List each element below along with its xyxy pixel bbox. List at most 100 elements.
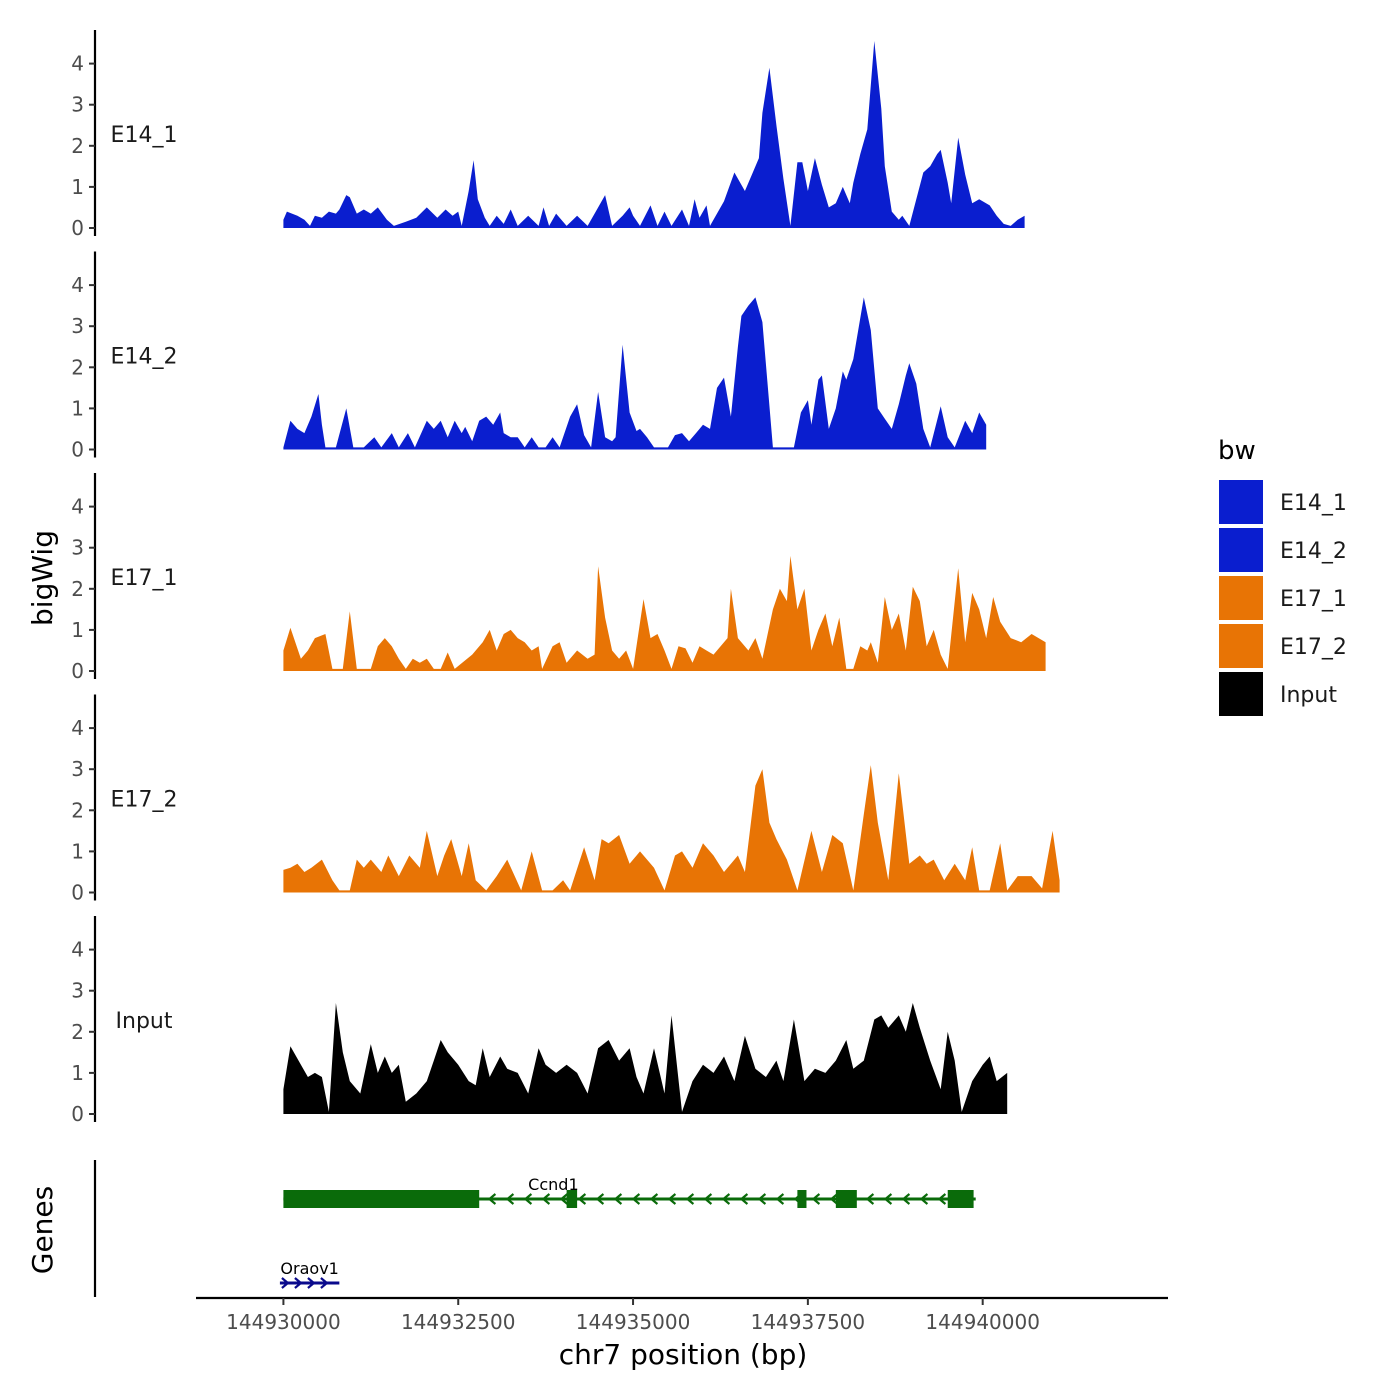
strand-chevron <box>685 1193 695 1205</box>
strand-chevron <box>613 1193 623 1205</box>
strand-chevron <box>811 1193 821 1205</box>
y-tick-label: 0 <box>71 216 84 240</box>
track-label: E14_2 <box>111 345 178 370</box>
legend-key <box>1219 576 1263 620</box>
x-tick-label: 144930000 <box>226 1310 341 1334</box>
strand-chevron <box>595 1193 605 1205</box>
strand-chevron <box>281 1277 290 1289</box>
y-tick-label: 2 <box>71 798 84 822</box>
strand-chevron <box>757 1193 767 1205</box>
strand-chevron <box>307 1277 316 1289</box>
signal-area <box>283 41 1025 228</box>
genes-track: Ccnd1 Oraov1 <box>93 1160 976 1297</box>
strand-chevron <box>523 1193 533 1205</box>
strand-chevron <box>901 1193 911 1205</box>
gene-oraov1: Oraov1 <box>279 1259 340 1289</box>
y-tick-label: 1 <box>71 839 84 863</box>
y-tick-label: 3 <box>71 757 84 781</box>
legend-label: E17_2 <box>1280 635 1347 660</box>
strand-chevron <box>883 1193 893 1205</box>
strand-chevron <box>487 1193 497 1205</box>
y-tick-label: 4 <box>71 716 84 740</box>
y-tick-label: 0 <box>71 1102 84 1126</box>
y-axis-title: bigWig <box>26 530 59 626</box>
y-tick-label: 2 <box>71 1020 84 1044</box>
signal-area <box>283 1003 1008 1114</box>
strand-chevron <box>541 1193 551 1205</box>
strand-chevron <box>505 1193 515 1205</box>
exon-block <box>797 1190 807 1208</box>
strand-chevron <box>577 1193 587 1205</box>
signal-area <box>283 555 1046 671</box>
track-e17-2: 0 1 2 3 4 E17_2 <box>71 694 1060 905</box>
signal-tracks: 0 1 2 3 4 E14_1 0 1 2 3 4 E14_2 0 1 2 3 4 E17_1 0 1 2 3 4 E17_2… <box>71 30 1060 1126</box>
y-tick-label: 1 <box>71 175 84 199</box>
strand-chevron <box>294 1277 303 1289</box>
legend-label: E14_1 <box>1280 491 1347 516</box>
x-tick-label: 144935000 <box>576 1310 691 1334</box>
y-tick-label: 1 <box>71 1061 84 1085</box>
y-tick-label: 0 <box>71 881 84 905</box>
strand-chevron <box>649 1193 659 1205</box>
genes-axis-title: Genes <box>26 1186 59 1274</box>
strand-chevron <box>937 1193 947 1205</box>
exon-block <box>566 1190 578 1208</box>
strand-chevron <box>775 1193 785 1205</box>
legend-label: E14_2 <box>1280 539 1347 564</box>
y-tick-label: 3 <box>71 93 84 117</box>
y-tick-label: 4 <box>71 273 84 297</box>
track-label: E17_1 <box>111 566 178 591</box>
y-tick-label: 1 <box>71 618 84 642</box>
y-tick-label: 4 <box>71 52 84 76</box>
y-tick-label: 0 <box>71 438 84 462</box>
y-tick-label: 4 <box>71 495 84 519</box>
y-tick-label: 2 <box>71 355 84 379</box>
track-e14-2: 0 1 2 3 4 E14_2 <box>71 251 987 462</box>
strand-chevron <box>721 1193 731 1205</box>
legend-key <box>1219 672 1263 716</box>
legend-label: Input <box>1280 683 1337 708</box>
exon-block <box>835 1190 857 1208</box>
gene-label: Ccnd1 <box>528 1175 578 1194</box>
y-tick-label: 2 <box>71 134 84 158</box>
strand-chevron <box>703 1193 713 1205</box>
track-label: E17_2 <box>111 788 178 813</box>
gene-ccnd1: Ccnd1 <box>283 1175 976 1208</box>
x-tick-label: 144932500 <box>401 1310 516 1334</box>
y-tick-label: 3 <box>71 314 84 338</box>
legend-key <box>1219 480 1263 524</box>
legend-label: E17_1 <box>1280 587 1347 612</box>
strand-chevron <box>865 1193 875 1205</box>
legend: bw E14_1 E14_2 E17_1 E17_2 Input <box>1218 436 1347 716</box>
signal-area <box>283 765 1060 893</box>
strand-chevron <box>559 1193 569 1205</box>
legend-key <box>1219 528 1263 572</box>
x-axis: 144930000 144932500 144935000 144937500 1449… <box>196 1296 1168 1334</box>
exon-block <box>283 1190 480 1208</box>
y-tick-label: 4 <box>71 938 84 962</box>
signal-area <box>283 297 987 450</box>
y-tick-label: 2 <box>71 577 84 601</box>
track-e14-1: 0 1 2 3 4 E14_1 <box>71 30 1025 240</box>
legend-key <box>1219 624 1263 668</box>
x-axis-title: chr7 position (bp) <box>559 1338 808 1371</box>
y-tick-label: 3 <box>71 536 84 560</box>
track-input: 0 1 2 3 4 Input <box>71 916 1008 1126</box>
track-label: E14_1 <box>111 123 178 148</box>
legend-title: bw <box>1218 436 1256 466</box>
strand-chevron <box>919 1193 929 1205</box>
y-tick-label: 1 <box>71 396 84 420</box>
x-tick-label: 144940000 <box>925 1310 1040 1334</box>
strand-chevron <box>739 1193 749 1205</box>
strand-chevron <box>667 1193 677 1205</box>
y-tick-label: 3 <box>71 979 84 1003</box>
strand-chevron <box>320 1277 329 1289</box>
strand-chevron <box>631 1193 641 1205</box>
track-label: Input <box>116 1009 173 1034</box>
exon-block <box>947 1190 974 1208</box>
x-tick-label: 144937500 <box>751 1310 866 1334</box>
track-e17-1: 0 1 2 3 4 E17_1 <box>71 473 1046 683</box>
y-tick-label: 0 <box>71 659 84 683</box>
gene-label: Oraov1 <box>280 1259 338 1278</box>
